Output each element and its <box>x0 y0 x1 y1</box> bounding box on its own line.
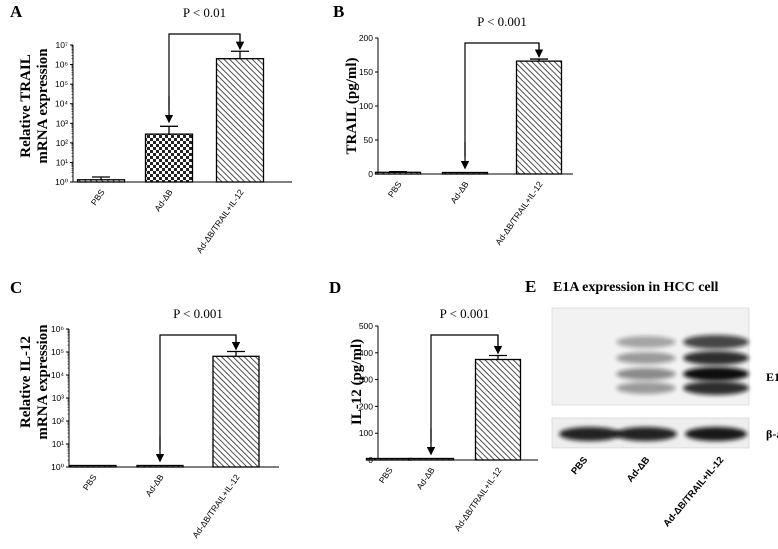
y-axis-label-line: mRNA expression <box>35 324 51 440</box>
bar-d-ad-db <box>407 457 455 461</box>
y-tick-label-c: 10³ <box>52 393 64 403</box>
y-tick-label-a: 10⁶ <box>55 60 68 70</box>
significance-label-a: P < 0.01 <box>183 5 226 20</box>
y-tick-label-b: 150 <box>359 67 373 77</box>
y-axis-label-d: IL-12 (pg/ml) <box>349 339 365 425</box>
band-label-actin: β-actin <box>766 427 778 441</box>
bar-d-ad-db-trail-il12 <box>474 358 522 461</box>
y-tick-label-b: 0 <box>368 169 373 179</box>
band-label-e1a: E1A <box>766 370 778 384</box>
y-tick-label-a: 10² <box>56 138 68 148</box>
blot-lane-label-ad-db: Ad-ΔB <box>625 455 652 485</box>
y-tick-label-b: 200 <box>359 33 373 43</box>
x-tick-label-c-ad-db-trail-il12: Ad-ΔB/TRAIL+IL-12 <box>190 472 242 540</box>
x-tick-label-b-ad-db: Ad-ΔB <box>448 179 470 205</box>
e1a-band-lane-3 <box>683 367 749 381</box>
y-axis-label-b: TRAIL (pg/ml) <box>344 57 360 154</box>
chart-panel-c: C Relative IL-12mRNA expression 10⁰ 10¹ 10² 1… <box>10 278 279 540</box>
y-tick-label-a: 10⁰ <box>55 177 68 187</box>
y-tick-label-a: 10⁷ <box>55 40 68 50</box>
y-tick-label-d: 300 <box>359 375 373 385</box>
x-tick-label-c-pbs: PBS <box>81 472 99 492</box>
y-tick-label-a: 10¹ <box>56 157 68 167</box>
bar-c-ad-db <box>136 464 184 468</box>
panel-letter-b: B <box>333 2 344 21</box>
y-axis-label-line: Relative TRAIL <box>18 54 34 157</box>
actin-band-lane-1 <box>559 427 621 441</box>
bar-b-pbs <box>374 171 422 175</box>
x-tick-label-b-ad-db-trail-il12: Ad-ΔB/TRAIL+IL-12 <box>493 179 545 247</box>
y-tick-label-d: 200 <box>359 401 373 411</box>
y-tick-label-b: 50 <box>364 135 374 145</box>
bar-a-ad-db-trail-il12 <box>215 58 265 183</box>
e1a-band-lane-3 <box>683 335 749 349</box>
y-axis-label-line: mRNA expression <box>35 48 51 164</box>
chart-panel-b: B TRAIL (pg/ml) 0 50 100 150 200 PBS Ad-ΔB Ad-ΔB/… <box>333 2 573 247</box>
x-tick-label-a-pbs: PBS <box>89 187 107 207</box>
blot-lane-label-ad-db-trail-il12: Ad-ΔB/TRAIL+IL-12 <box>661 455 726 529</box>
y-tick-label-c: 10⁰ <box>51 462 64 472</box>
y-axis-label-line: Relative IL-12 <box>18 336 34 428</box>
x-tick-label-d-pbs: PBS <box>377 465 395 485</box>
x-tick-label-d-ad-db-trail-il12: Ad-ΔB/TRAIL+IL-12 <box>452 465 504 533</box>
y-axis-label-line: TRAIL (pg/ml) <box>344 57 360 154</box>
x-tick-label-c-ad-db: Ad-ΔB <box>143 472 165 498</box>
bar-c-ad-db-trail-il12 <box>212 355 260 468</box>
significance-label-d: P < 0.001 <box>440 306 490 321</box>
panel-letter-d: D <box>329 278 341 297</box>
y-tick-label-a: 10⁴ <box>55 99 68 109</box>
bar-b-ad-db-trail-il12 <box>515 60 563 175</box>
y-tick-label-d: 100 <box>359 428 373 438</box>
x-tick-label-b-pbs: PBS <box>386 179 404 199</box>
panel-letter-a: A <box>10 2 23 21</box>
e1a-band-lane-3 <box>683 351 749 365</box>
y-axis-label-c: Relative IL-12mRNA expression <box>18 324 51 440</box>
y-tick-label-c: 10¹ <box>52 439 64 449</box>
y-tick-label-c: 10⁴ <box>51 370 64 380</box>
panel-letter-c: C <box>10 278 22 297</box>
y-tick-label-c: 10⁵ <box>51 347 64 357</box>
x-tick-label-a-ad-db: Ad-ΔB <box>152 187 174 213</box>
chart-panel-d: DIL-12 (pg/ml)0100200300400500PBSAd-ΔBAd… <box>329 278 538 533</box>
y-tick-label-c: 10² <box>52 416 64 426</box>
e1a-band-lane-3 <box>683 381 749 395</box>
bar-a-pbs <box>76 179 126 183</box>
blot-title: E1A expression in HCC cell <box>553 280 719 295</box>
panel-letter-e: E <box>525 277 536 296</box>
actin-band-lane-3 <box>685 427 747 441</box>
x-tick-label-a-ad-db-trail-il12: Ad-ΔB/TRAIL+IL-12 <box>194 187 246 255</box>
bar-a-ad-db <box>144 133 194 183</box>
actin-band-lane-2 <box>615 427 677 441</box>
y-tick-label-a: 10⁵ <box>55 79 68 89</box>
y-tick-label-c: 10⁶ <box>51 324 64 334</box>
y-axis-label-a: Relative TRAILmRNA expression <box>18 48 51 164</box>
significance-label-b: P < 0.001 <box>477 14 527 29</box>
y-axis-label-line: IL-12 (pg/ml) <box>349 339 365 425</box>
x-tick-label-d-ad-db: Ad-ΔB <box>414 465 436 491</box>
significance-label-c: P < 0.001 <box>173 306 223 321</box>
e1a-band-lane-2 <box>616 368 676 380</box>
chart-panel-a: A Relative TRAILmRNA expression 10⁰ 10¹ 10² 1… <box>10 2 292 255</box>
y-tick-label-d: 500 <box>359 321 373 331</box>
y-tick-label-d: 400 <box>359 348 373 358</box>
y-tick-label-b: 100 <box>359 101 373 111</box>
bar-b-ad-db <box>441 171 489 175</box>
e1a-band-lane-2 <box>616 352 676 364</box>
western-blot-panel: E E1A expression in HCC cell E1A β-actin… <box>525 277 778 529</box>
bar-c-pbs <box>69 464 117 468</box>
e1a-band-lane-2 <box>616 336 676 348</box>
y-tick-label-a: 10³ <box>56 118 68 128</box>
blot-lane-label-pbs: PBS <box>569 455 590 477</box>
bar-d-pbs <box>365 457 413 461</box>
e1a-band-lane-2 <box>616 382 676 394</box>
